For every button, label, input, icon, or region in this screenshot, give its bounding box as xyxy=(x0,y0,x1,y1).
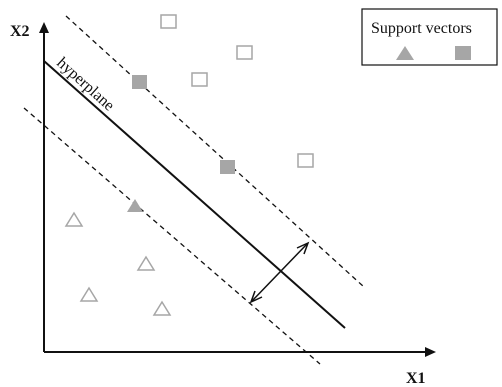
y-axis-arrow-icon xyxy=(39,22,49,33)
hollow-square-point xyxy=(297,153,314,168)
y-axis-label: X2 xyxy=(10,23,30,40)
legend-box xyxy=(361,8,498,66)
x-axis-arrow-icon xyxy=(425,347,436,357)
margin-arrow-line xyxy=(251,243,308,302)
hollow-square-point xyxy=(236,45,253,60)
upper-margin-line xyxy=(65,15,365,288)
gray-triangle-icon xyxy=(396,46,414,60)
legend-title: Support vectors xyxy=(371,20,472,37)
axes: X2 X1 xyxy=(10,22,436,387)
hollow-square-point xyxy=(160,14,177,29)
support-vector-triangles xyxy=(127,199,143,212)
support-vector-triangle-point xyxy=(127,199,143,212)
hyperplane-label: hyperplane xyxy=(53,54,117,114)
hyperplane-line xyxy=(43,60,346,329)
hollow-squares xyxy=(160,14,314,168)
hollow-triangle-point xyxy=(64,211,84,227)
hollow-triangle-point xyxy=(79,286,99,302)
hollow-triangle-point xyxy=(152,300,172,316)
gray-square-icon xyxy=(455,46,471,60)
lower-margin-line xyxy=(23,107,321,365)
hollow-triangles xyxy=(64,211,172,316)
margin-arrow-head-lower-icon xyxy=(249,290,263,304)
legend: Support vectors xyxy=(361,8,498,66)
hollow-square-point xyxy=(191,72,208,87)
support-vector-squares xyxy=(132,75,235,174)
margin-width-arrow xyxy=(249,241,310,304)
x-axis-label: X1 xyxy=(406,370,426,387)
margins xyxy=(23,15,365,365)
margin-arrow-head-upper-icon xyxy=(296,241,310,255)
support-vector-square-point xyxy=(132,75,147,89)
hollow-triangle-point xyxy=(136,255,156,271)
support-vector-square-point xyxy=(220,160,235,174)
